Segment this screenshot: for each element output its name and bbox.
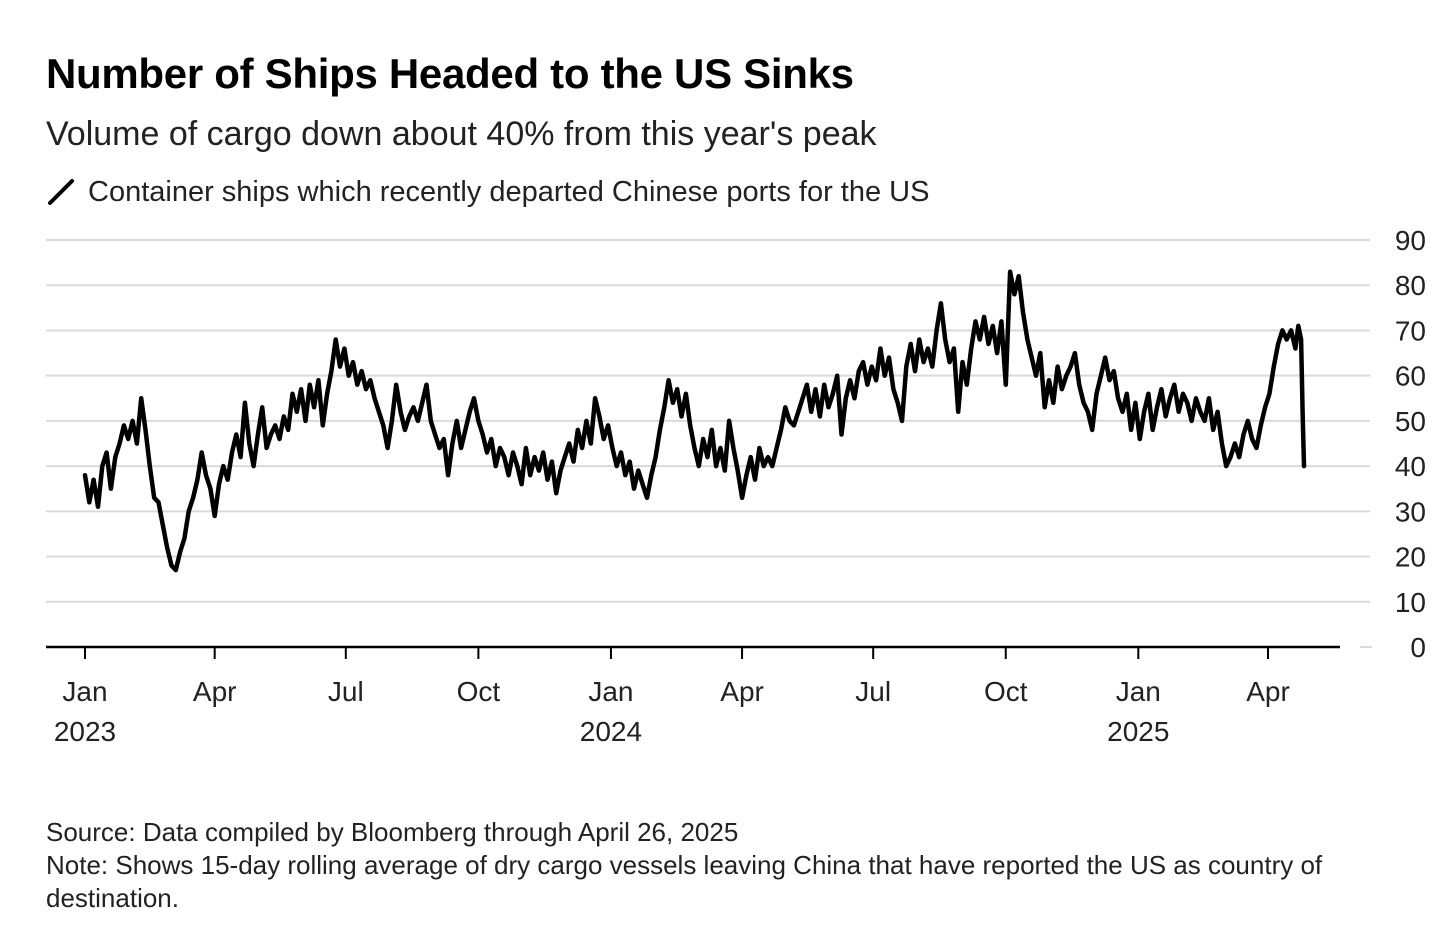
y-tick-label: 80 [1395, 270, 1426, 301]
line-chart: 0 10 20 30 40 50 60 70 80 90 Jan 2023 Apr Jul Oct Jan 20… [46, 225, 1426, 747]
y-tick-label: 50 [1395, 406, 1426, 437]
source-note: Source: Data compiled by Bloomberg throu… [46, 817, 739, 847]
y-tick-label: 70 [1395, 315, 1426, 346]
y-tick-label: 60 [1395, 361, 1426, 392]
y-tick-label: 30 [1395, 496, 1426, 527]
x-tick-year-label: 2025 [1107, 716, 1169, 747]
x-tick-label: Oct [984, 676, 1028, 707]
x-tick-year-label: 2024 [580, 716, 642, 747]
legend-label: Container ships which recently departed … [88, 176, 930, 208]
x-tick-label: Jul [855, 676, 891, 707]
legend: Container ships which recently departed … [46, 176, 929, 209]
y-tick-label: 10 [1395, 587, 1426, 618]
series-line [82, 269, 1307, 573]
y-tick-label: 90 [1395, 225, 1426, 256]
methodology-note: Note: Shows 15-day rolling average of dr… [46, 850, 1323, 913]
x-tick-label: Jan [62, 676, 107, 707]
chart-title: Number of Ships Headed to the US Sinks [46, 50, 854, 97]
x-tick-label: Jan [588, 676, 633, 707]
chart-subtitle: Volume of cargo down about 40% from this… [46, 115, 877, 153]
x-tick-label: Apr [1246, 676, 1290, 707]
x-tick-year-label: 2023 [54, 716, 116, 747]
footer: Source: Data compiled by Bloomberg throu… [46, 816, 1426, 915]
x-tick-label: Oct [457, 676, 501, 707]
x-tick-label: Apr [720, 676, 764, 707]
y-tick-label: 20 [1395, 542, 1426, 573]
legend-line-swatch-icon [48, 178, 74, 205]
x-tick-label: Jan [1116, 676, 1161, 707]
x-tick-label: Apr [193, 676, 237, 707]
x-tick-label: Jul [328, 676, 364, 707]
y-tick-label: 0 [1410, 632, 1426, 663]
y-tick-label: 40 [1395, 451, 1426, 482]
